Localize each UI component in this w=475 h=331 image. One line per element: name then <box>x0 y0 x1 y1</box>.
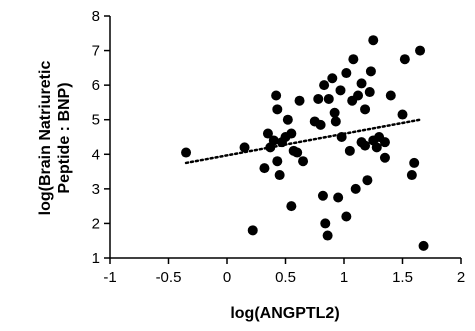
y-axis-title-line-2: Peptide : BNP) <box>56 82 73 193</box>
data-point <box>298 156 309 167</box>
data-point <box>399 54 410 65</box>
data-point <box>327 73 338 84</box>
x-tick-label: -1 <box>103 269 116 286</box>
data-point <box>330 116 341 127</box>
data-point <box>247 225 258 236</box>
data-point <box>341 68 352 79</box>
data-point <box>286 128 297 139</box>
data-point <box>365 66 376 77</box>
data-point <box>379 152 390 163</box>
data-point <box>385 90 396 101</box>
data-point <box>286 201 297 212</box>
data-point <box>313 93 324 104</box>
data-point <box>274 170 285 181</box>
data-point <box>268 135 279 146</box>
data-point <box>368 35 379 46</box>
data-point <box>262 128 273 139</box>
data-point <box>350 183 361 194</box>
data-point <box>379 137 390 148</box>
data-point <box>181 147 192 158</box>
data-point <box>415 45 426 56</box>
data-point <box>418 240 429 251</box>
x-tick-label: 0 <box>223 269 231 286</box>
y-tick-label: 7 <box>92 43 100 60</box>
data-point <box>239 142 250 153</box>
data-point <box>364 87 375 98</box>
data-point <box>292 147 303 158</box>
data-point <box>335 85 346 96</box>
x-tick-label: 2 <box>457 269 465 286</box>
data-point <box>294 95 305 106</box>
data-point <box>409 157 420 168</box>
data-point <box>348 54 359 65</box>
data-point <box>356 78 367 89</box>
y-axis-title-line-1: log(Brain Natriuretic <box>37 61 54 216</box>
data-point <box>315 119 326 130</box>
data-point <box>271 90 282 101</box>
data-point <box>329 107 340 118</box>
y-tick-label: 4 <box>92 146 100 163</box>
data-point <box>323 93 334 104</box>
data-point <box>362 175 373 186</box>
data-point <box>282 114 293 125</box>
data-points <box>181 35 429 251</box>
data-point <box>259 163 270 174</box>
data-point <box>406 170 417 181</box>
data-point <box>333 192 344 203</box>
y-tick-label: 1 <box>92 250 100 267</box>
y-tick-label: 3 <box>92 181 100 198</box>
data-point <box>371 142 382 153</box>
data-point <box>320 218 331 229</box>
trendline-path <box>184 118 422 165</box>
x-tick-label: 0.5 <box>275 269 296 286</box>
y-tick-label: 8 <box>92 8 100 25</box>
y-axis-title: log(Brain Natriuretic Peptide : BNP) <box>37 61 73 216</box>
y-tick-label: 2 <box>92 215 100 232</box>
data-point <box>341 211 352 222</box>
data-point <box>272 156 283 167</box>
data-point <box>319 80 330 91</box>
axes: 1 2 3 4 5 6 7 8 -1 -0.5 0 0.5 1 1.5 2 <box>92 8 466 286</box>
data-point <box>360 104 371 115</box>
x-tick-label: 1 <box>340 269 348 286</box>
x-tick-label: -0.5 <box>156 269 182 286</box>
x-tick-label: 1.5 <box>392 269 413 286</box>
data-point <box>336 132 347 142</box>
y-tick-label: 5 <box>92 112 100 129</box>
trendline <box>184 118 422 165</box>
y-tick-label: 6 <box>92 77 100 94</box>
data-point <box>322 230 333 241</box>
data-point <box>344 145 355 156</box>
data-point <box>353 90 364 101</box>
data-point <box>272 104 283 115</box>
data-point <box>360 140 371 151</box>
data-point <box>397 109 408 120</box>
x-axis-title: log(ANGPTL2) <box>230 305 339 322</box>
data-point <box>317 190 328 201</box>
